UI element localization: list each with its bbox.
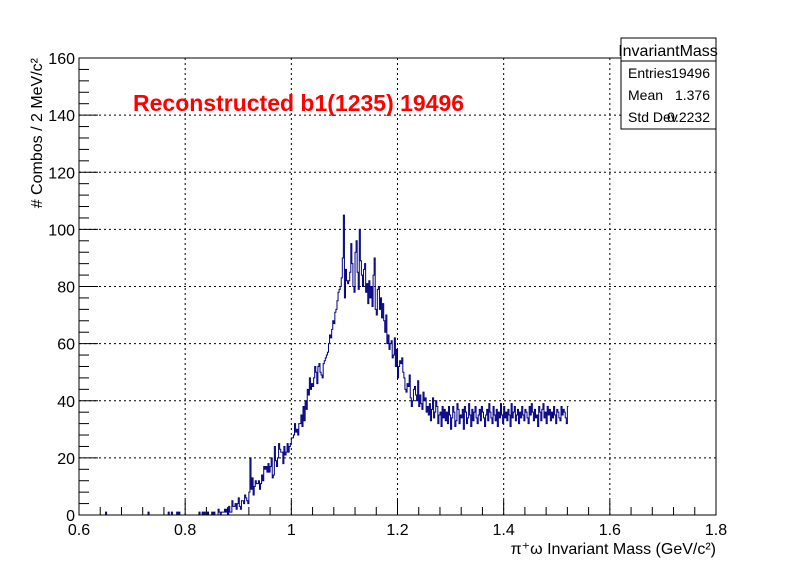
y-tick-label: 40 xyxy=(57,394,75,411)
y-tick-label: 80 xyxy=(57,280,75,297)
y-tick-label: 0 xyxy=(66,508,75,525)
grid-layer xyxy=(79,58,716,515)
y-tick-label: 100 xyxy=(48,222,75,239)
stats-box-frame xyxy=(620,37,717,130)
y-tick-label: 160 xyxy=(48,51,75,68)
stats-stddev-value: 0.2232 xyxy=(667,109,710,125)
x-tick-label: 1.2 xyxy=(386,522,408,539)
x-tick-label: 1.8 xyxy=(705,522,727,539)
stats-mean-label: Mean xyxy=(628,87,663,103)
x-tick-label: 1 xyxy=(287,522,296,539)
stats-box-title: InvariantMass xyxy=(618,43,718,60)
stats-entries-value: 19496 xyxy=(671,65,710,81)
annotation-text: Reconstructed b1(1235) 19496 xyxy=(133,90,464,116)
x-axis-title: π⁺ω Invariant Mass (GeV/c²) xyxy=(511,541,716,558)
y-tick-label: 60 xyxy=(57,337,75,354)
x-tick-label: 0.8 xyxy=(174,522,196,539)
y-tick-label: 120 xyxy=(48,165,75,182)
x-tick-label: 1.4 xyxy=(493,522,515,539)
histogram-series xyxy=(79,214,569,516)
plot-frame xyxy=(78,57,717,516)
histogram-layer xyxy=(79,214,569,516)
stats-box: InvariantMass Entries 19496 Mean 1.376 S… xyxy=(618,37,718,130)
tick-labels-layer: 0.6 0.8 1 1.2 1.4 1.6 1.8 0 20 40 60 80 100 120 140 160 xyxy=(48,51,727,539)
stats-stddev-label: Std Dev xyxy=(628,109,678,125)
stats-mean-value: 1.376 xyxy=(675,87,710,103)
stats-entries-label: Entries xyxy=(628,65,672,81)
x-tick-label: 1.6 xyxy=(599,522,621,539)
y-axis-title: # Combos / 2 MeV/c² xyxy=(29,57,46,208)
x-tick-label: 0.6 xyxy=(68,522,90,539)
y-tick-label: 140 xyxy=(48,108,75,125)
y-tick-label: 20 xyxy=(57,451,75,468)
